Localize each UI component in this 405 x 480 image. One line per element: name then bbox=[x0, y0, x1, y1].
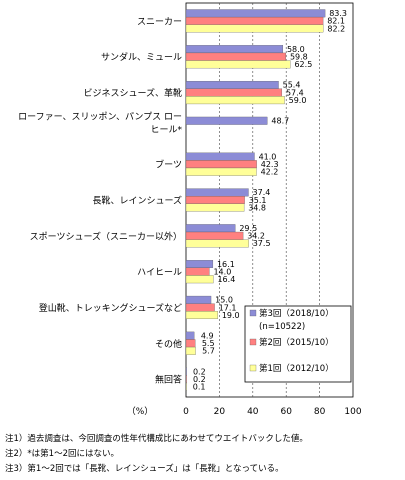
value-label: 58.0 bbox=[287, 45, 305, 54]
x-tick-label: 20 bbox=[214, 407, 226, 417]
value-label: 4.9 bbox=[201, 331, 214, 340]
bar bbox=[185, 16, 324, 25]
category-label: 長靴、レインシューズ bbox=[92, 195, 182, 207]
value-label: 0.1 bbox=[193, 382, 206, 391]
note-1: 注1）過去調査は、今回調査の性年代構成比にあわせてウエイトバックした値。 bbox=[5, 434, 308, 444]
value-label: 29.5 bbox=[239, 224, 257, 233]
x-tick-label: 0 bbox=[183, 407, 189, 417]
legend-swatch bbox=[249, 309, 257, 317]
value-label: 55.4 bbox=[283, 81, 301, 90]
category-label: 登山靴、トレッキングシューズなど bbox=[39, 302, 182, 314]
bar bbox=[185, 275, 214, 284]
bar bbox=[185, 188, 249, 197]
legend-sublabel: (n=10522) bbox=[259, 322, 305, 332]
bar bbox=[185, 231, 244, 240]
bar bbox=[185, 96, 285, 105]
x-tick-label: 40 bbox=[247, 407, 259, 417]
value-label: 62.5 bbox=[294, 60, 312, 69]
category-label: ローファー、スリッポン、パンプス ロー bbox=[18, 111, 182, 122]
category-label: ブーツ bbox=[155, 159, 182, 171]
value-label: 37.4 bbox=[253, 188, 271, 197]
bar bbox=[185, 45, 284, 54]
category-label: 無回答 bbox=[155, 374, 182, 386]
legend-box bbox=[244, 305, 352, 383]
bar bbox=[185, 52, 287, 61]
value-label: 5.7 bbox=[202, 347, 215, 356]
bar bbox=[185, 346, 196, 355]
note-2: 注2）*は第1～2回にはない。 bbox=[5, 449, 119, 459]
value-label: 14.0 bbox=[213, 267, 231, 276]
value-label: 57.4 bbox=[286, 88, 304, 97]
bar bbox=[185, 331, 195, 340]
value-label: 59.0 bbox=[289, 96, 307, 105]
bar bbox=[185, 239, 249, 248]
value-label: 41.0 bbox=[259, 152, 277, 161]
shoe-purchase-bar-chart: 0 20 40 60 80 100 （%） スニーカー 83.382.182.2 サンダル、ミュー… bbox=[18, 2, 362, 417]
x-tick-label: 60 bbox=[280, 407, 292, 417]
bar bbox=[185, 88, 283, 97]
x-tick-label: 100 bbox=[344, 407, 361, 417]
value-label: 37.5 bbox=[253, 239, 271, 248]
legend-swatch bbox=[249, 338, 257, 346]
bar bbox=[185, 303, 215, 312]
legend-label: 第1回（2012/10） bbox=[259, 363, 334, 374]
bar bbox=[185, 382, 187, 391]
bar bbox=[185, 24, 324, 33]
x-axis-label: （%） bbox=[127, 406, 154, 417]
value-label: 5.5 bbox=[202, 339, 215, 348]
bar bbox=[185, 295, 212, 304]
bar bbox=[185, 60, 291, 69]
value-label: 59.8 bbox=[290, 53, 308, 62]
value-label: 82.1 bbox=[327, 17, 345, 26]
bar bbox=[185, 152, 255, 161]
category-label: ヒール* bbox=[150, 124, 182, 135]
value-label: 16.1 bbox=[217, 260, 235, 269]
value-label: 48.7 bbox=[271, 117, 289, 126]
bar bbox=[185, 375, 187, 384]
category-label: ハイヒール bbox=[137, 267, 182, 278]
legend-swatch bbox=[249, 364, 257, 372]
value-label: 42.2 bbox=[261, 168, 279, 177]
bar bbox=[185, 260, 214, 268]
bar bbox=[185, 167, 257, 176]
value-label: 42.3 bbox=[261, 160, 279, 169]
value-label: 34.8 bbox=[248, 203, 266, 212]
category-label: サンダル、ミュール bbox=[101, 51, 182, 63]
value-label: 0.2 bbox=[193, 367, 206, 376]
bar bbox=[185, 160, 257, 169]
bar bbox=[185, 9, 326, 18]
bar bbox=[185, 267, 210, 276]
bar bbox=[185, 367, 187, 376]
value-label: 17.1 bbox=[219, 303, 237, 312]
value-label: 35.1 bbox=[249, 196, 267, 205]
bar bbox=[185, 116, 268, 125]
category-label: ビジネスシューズ、革靴 bbox=[83, 87, 182, 99]
category-label: スニーカー bbox=[137, 16, 182, 27]
bar bbox=[185, 196, 245, 204]
bar bbox=[185, 311, 218, 320]
legend-label: 第2回（2015/10） bbox=[259, 337, 334, 348]
value-label: 34.2 bbox=[247, 232, 265, 241]
category-label: スポーツシューズ（スニーカー以外） bbox=[30, 230, 182, 242]
value-label: 82.2 bbox=[327, 24, 345, 33]
bar bbox=[185, 80, 279, 89]
value-label: 15.0 bbox=[215, 296, 233, 305]
x-tick-label: 80 bbox=[314, 407, 326, 417]
category-label: その他 bbox=[155, 338, 182, 350]
legend-label: 第3回（2018/10） bbox=[259, 308, 334, 319]
bar bbox=[185, 339, 196, 348]
note-3: 注3）第1～2回では「長靴、レインシューズ」は「長靴」となっている。 bbox=[5, 464, 284, 474]
value-label: 19.0 bbox=[222, 311, 240, 320]
bar bbox=[185, 224, 236, 233]
value-label: 83.3 bbox=[329, 9, 347, 18]
value-label: 0.2 bbox=[193, 375, 206, 384]
bar bbox=[185, 203, 245, 212]
value-label: 16.4 bbox=[217, 275, 235, 284]
